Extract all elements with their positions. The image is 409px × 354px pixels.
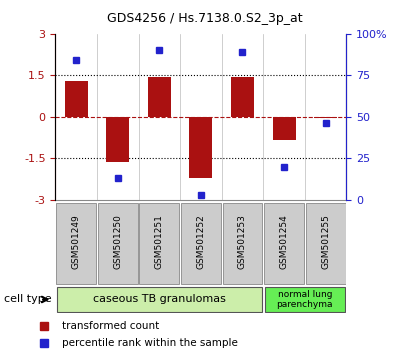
Text: transformed count: transformed count [62,321,159,331]
Bar [272,117,295,141]
Text: normal lung
parenchyma: normal lung parenchyma [276,290,332,309]
Bar [180,204,220,284]
Text: GSM501252: GSM501252 [196,214,205,269]
Text: GSM501249: GSM501249 [72,214,81,269]
Text: caseous TB granulomas: caseous TB granulomas [93,295,225,304]
Bar [106,117,129,162]
Bar [263,204,303,284]
Text: GSM501251: GSM501251 [155,214,164,269]
Bar [148,76,170,117]
Bar [222,204,262,284]
Bar [231,78,253,117]
Text: GDS4256 / Hs.7138.0.S2_3p_at: GDS4256 / Hs.7138.0.S2_3p_at [107,12,302,25]
Text: GSM501250: GSM501250 [113,214,122,269]
Bar [305,204,345,284]
Bar [264,287,344,312]
Bar [189,117,212,178]
Bar [65,81,88,117]
Text: GSM501253: GSM501253 [237,214,246,269]
Text: GSM501254: GSM501254 [279,214,288,269]
Bar [139,204,179,284]
Bar [56,204,96,284]
Text: GSM501255: GSM501255 [320,214,329,269]
Bar [97,204,137,284]
Text: cell type: cell type [4,295,52,304]
Bar [57,287,261,312]
Text: percentile rank within the sample: percentile rank within the sample [62,338,238,348]
Bar [313,117,336,118]
